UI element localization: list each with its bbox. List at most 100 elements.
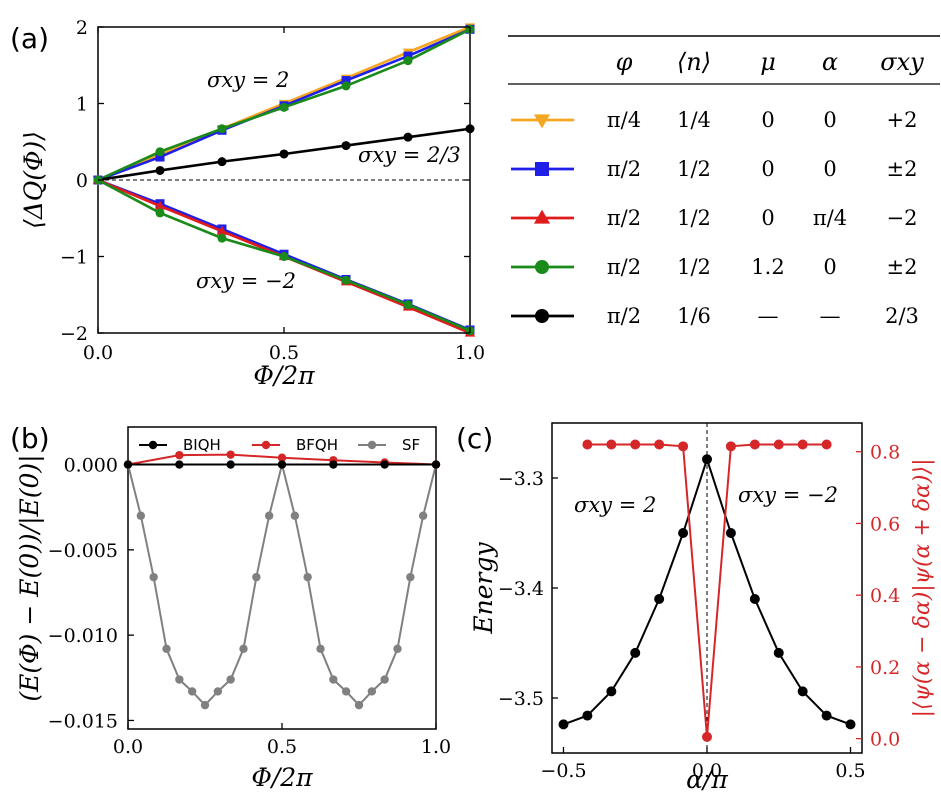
chart-b-point-2-1	[136, 511, 146, 520]
chart-a-point-2-4	[341, 81, 351, 91]
chart-c: −0.5 0.0 0.5−3.3−3.4−3.50.00.20.40.60.8 σx…	[469, 422, 935, 794]
panel-label-b: (b)	[10, 422, 50, 455]
chart-b-point-2-22	[406, 572, 415, 582]
chart-b-ylabel: (E(Φ) − E(0))/|E(0)|	[15, 454, 45, 701]
chart-b-legend-marker-2	[367, 440, 377, 450]
table-cell: −2	[887, 206, 918, 230]
chart-c-ytick-right-label: 0.8	[870, 442, 900, 464]
table-cell: 1/2	[677, 206, 711, 230]
chart-c-point-energy-4	[654, 594, 665, 604]
chart-a-ytick-label: −1	[60, 247, 88, 269]
chart-a-point-5-1	[154, 200, 166, 210]
chart-a-point-6-3	[279, 252, 289, 261]
table-cell: —	[820, 304, 841, 328]
table-legend-marker-3	[535, 260, 549, 274]
table-header-cell: ⟨n⟩	[677, 48, 711, 76]
chart-a-point-2-5	[403, 56, 413, 66]
chart-c-xtick-label: −0.5	[540, 760, 586, 782]
chart-c-point-energy-5	[678, 528, 689, 538]
chart-a-point-6-4	[341, 275, 351, 285]
chart-b-point-2-6	[200, 700, 210, 710]
table-legend-marker-1	[535, 162, 549, 176]
chart-b-ytick-label: 0.000	[64, 455, 118, 477]
chart-a-point-3-5	[403, 132, 413, 142]
table-cell: 0	[823, 108, 836, 132]
table-legend-marker-0	[533, 114, 551, 129]
chart-c-point-energy-0	[558, 719, 569, 730]
chart-a-point-2-3	[279, 102, 289, 112]
chart-b-point-2-5	[187, 687, 197, 696]
chart-a-point-6-1	[155, 208, 165, 218]
chart-c-point-overlap-1	[606, 439, 617, 450]
chart-a-point-1-4	[341, 76, 351, 86]
chart-b-point-2-18	[354, 700, 364, 710]
table-cell: 0	[823, 157, 836, 181]
table-header-cell: σxy	[880, 48, 924, 76]
table-header-cell: φ	[616, 48, 633, 76]
table-cell: π/2	[607, 255, 641, 279]
chart-c-point-overlap-2	[630, 439, 641, 450]
chart-a-ytick-label: −2	[60, 323, 88, 345]
chart-a-ytick-label: 0	[76, 170, 88, 192]
chart-a-point-3-3	[279, 149, 289, 159]
chart-c-point-overlap-8	[773, 439, 784, 450]
chart-b-point-0-1	[175, 460, 184, 469]
legend-table: φ ⟨n⟩ μ α σxy π/4 1/4 0 0 +2 π/2 1/2 0 0 ±2 π/2 1/2 0 π/4…	[508, 35, 940, 328]
chart-a-point-1-1	[155, 152, 165, 162]
chart-b-point-2-7	[213, 687, 223, 696]
chart-c-point-overlap-10	[821, 439, 832, 450]
chart-c-point-overlap-4	[678, 441, 689, 452]
chart-a-ytick-label: 2	[76, 17, 88, 39]
chart-a-annotation-1: σxy = 2	[207, 68, 289, 92]
chart-b-line-2	[127, 464, 437, 707]
chart-c-point-overlap-3	[654, 439, 665, 450]
chart-c-annotation-1: σxy = 2	[574, 493, 656, 517]
chart-a-xlabel: Φ/2π	[253, 361, 315, 390]
chart-b-point-2-4	[175, 675, 184, 684]
chart-b-point-2-23	[418, 511, 428, 520]
chart-c-point-energy-10	[797, 686, 808, 697]
table-header-cell: μ	[760, 48, 776, 76]
chart-c-xtick-label: 0.5	[835, 760, 865, 782]
table-cell: 1/2	[677, 157, 711, 181]
chart-a-xtick-label: 1.0	[455, 342, 485, 364]
chart-a-point-1-5	[403, 51, 413, 61]
chart-b-point-0-2	[226, 460, 235, 469]
chart-a-xtick-label: 0.0	[83, 342, 113, 364]
table-cell: 0	[761, 157, 774, 181]
chart-b-ytick-label: −0.015	[48, 710, 118, 732]
chart-c-point-overlap-6	[725, 441, 736, 452]
chart-c-annotation-2: σxy = −2	[738, 483, 838, 507]
chart-b-point-0-3	[277, 460, 287, 469]
table-cell: 1/2	[677, 255, 711, 279]
chart-b-point-2-20	[380, 675, 389, 684]
chart-a-xtick-label: 0.5	[269, 342, 299, 364]
chart-a-point-3-1	[155, 165, 165, 175]
chart-b-point-2-17	[341, 687, 351, 696]
table-cell: +2	[887, 108, 918, 132]
chart-c-point-overlap-7	[749, 439, 760, 450]
chart-a-point-3-6	[465, 124, 475, 134]
table-legend-marker-2	[533, 209, 551, 224]
chart-b-point-1-2	[226, 450, 235, 459]
chart-c-point-energy-3	[630, 647, 641, 658]
chart-c-point-energy-1	[582, 710, 593, 721]
chart-b-point-2-14	[303, 572, 312, 582]
chart-c-point-overlap-9	[797, 439, 808, 450]
table-cell: π/2	[607, 206, 641, 230]
chart-b-legend-label-1: BFQH	[296, 436, 338, 454]
chart-a-point-5-2	[216, 225, 228, 235]
panel-label-a: (a)	[10, 22, 49, 55]
chart-b-point-2-3	[162, 644, 171, 654]
table-cell: ±2	[887, 255, 918, 279]
chart-b-frame	[127, 426, 437, 730]
chart-c-point-energy-9	[773, 647, 784, 658]
chart-b-point-0-5	[380, 460, 389, 469]
chart-b-point-2-15	[316, 644, 325, 654]
table-cell: 0	[761, 206, 774, 230]
chart-c-ylabel: Energy	[469, 542, 498, 635]
chart-b-legend-marker-1	[261, 440, 271, 450]
table-cell: 2/3	[885, 304, 919, 328]
chart-c-ytick-label: −3.5	[498, 688, 544, 710]
chart-c-point-energy-6	[702, 454, 712, 465]
